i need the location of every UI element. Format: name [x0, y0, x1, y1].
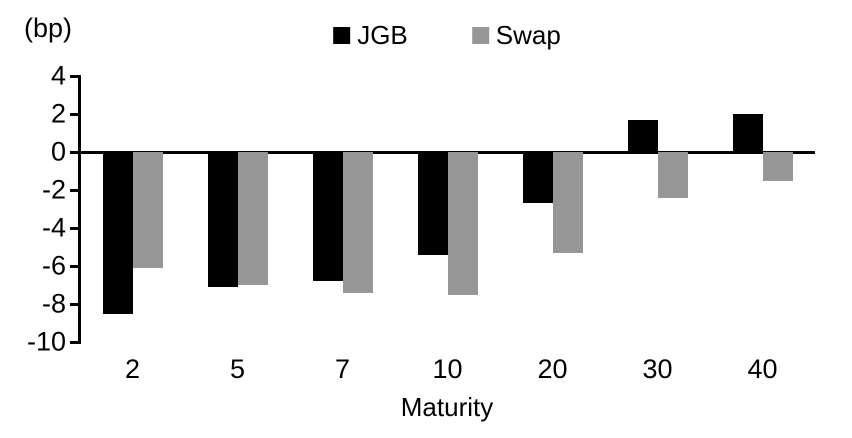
bar-jgb-30 [627, 119, 658, 152]
y-tick-label: -4 [41, 212, 66, 243]
bar-jgb-5 [207, 152, 238, 287]
x-tick-label-7: 7 [334, 354, 351, 384]
y-axis-spine [78, 74, 81, 344]
swap-swatch-icon [471, 27, 489, 44]
x-axis-title: Maturity [400, 392, 494, 422]
legend-item-swap: Swap [471, 20, 561, 51]
bar-swap-7 [342, 152, 373, 293]
bar-swap-30 [657, 152, 688, 198]
legend-item-jgb: JGB [333, 20, 408, 51]
y-tick-mark [70, 264, 79, 268]
jgb-swatch-icon [333, 27, 351, 44]
x-tick-label-10: 10 [432, 354, 463, 384]
legend-label-swap: Swap [495, 20, 561, 50]
y-tick-label: 4 [50, 60, 66, 91]
bar-jgb-10 [417, 152, 448, 255]
bar-jgb-2 [102, 152, 133, 314]
bar-swap-2 [132, 152, 163, 268]
y-tick-label: -6 [41, 250, 66, 281]
y-tick-label: 2 [50, 98, 66, 129]
x-tick-label-20: 20 [537, 354, 568, 384]
y-axis-unit-label: (bp) [24, 13, 73, 43]
y-tick-mark [70, 74, 79, 78]
y-tick-mark [70, 340, 79, 344]
y-tick-mark [70, 226, 79, 230]
y-tick-label: -2 [41, 174, 66, 205]
bar-jgb-20 [522, 152, 553, 204]
chart-legend: JGB Swap [333, 20, 561, 51]
x-tick-label-5: 5 [229, 354, 246, 384]
bar-swap-40 [762, 152, 793, 181]
x-tick-label-2: 2 [124, 354, 141, 384]
x-tick-label-30: 30 [642, 354, 673, 384]
x-tick-label-40: 40 [747, 354, 778, 384]
bar-jgb-40 [732, 114, 763, 152]
bar-jgb-7 [312, 152, 343, 282]
y-tick-label: 0 [50, 136, 66, 167]
legend-label-jgb: JGB [357, 20, 408, 50]
y-tick-label: -8 [41, 288, 66, 319]
y-tick-mark [70, 150, 79, 154]
y-tick-mark [70, 188, 79, 192]
bar-swap-10 [447, 152, 478, 295]
y-tick-label: -10 [26, 326, 66, 357]
bar-swap-20 [552, 152, 583, 253]
bar-swap-5 [237, 152, 268, 285]
y-tick-mark [70, 112, 79, 116]
y-tick-mark [70, 302, 79, 306]
